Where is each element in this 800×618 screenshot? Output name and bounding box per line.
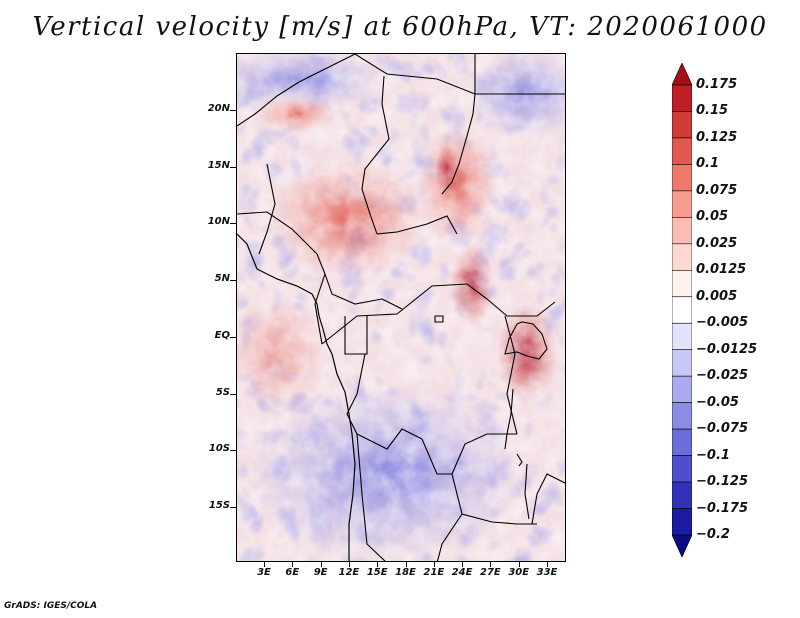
colorbar-label: 0.005 <box>696 288 738 304</box>
colorbar-label: −0.125 <box>696 474 749 490</box>
lon-label: 18E <box>395 567 416 578</box>
lat-tick <box>230 450 236 452</box>
lon-label: 15E <box>366 567 388 578</box>
lon-label: 30E <box>508 567 530 578</box>
lat-label: EQ <box>214 329 230 341</box>
lon-tick <box>433 562 435 567</box>
lon-label: 33E <box>536 567 558 578</box>
grads-credit: GrADS: IGES/COLA <box>4 601 98 611</box>
colorbar-label: 0.1 <box>696 156 720 172</box>
lon-label: 27E <box>480 567 501 578</box>
colorbar-label: −0.1 <box>696 447 730 463</box>
colorbar-swatch <box>672 428 692 456</box>
colorbar-label: 0.075 <box>696 182 738 198</box>
lat-tick <box>230 223 236 225</box>
lon-label: 6E <box>285 567 300 578</box>
lon-tick <box>490 562 492 567</box>
lon-tick <box>320 562 322 567</box>
lat-tick <box>230 393 236 395</box>
lon-tick <box>547 562 548 567</box>
colorbar-label: −0.075 <box>696 421 749 437</box>
lon-tick <box>405 562 407 567</box>
colorbar-swatch <box>672 137 692 165</box>
colorbar-label: 0.0125 <box>696 262 747 278</box>
colorbar-label: −0.175 <box>696 500 749 516</box>
colorbar-swatch <box>672 508 692 536</box>
colorbar-swatch <box>672 111 692 139</box>
colorbar-swatch <box>672 217 692 245</box>
lon-tick <box>292 562 294 567</box>
colorbar-swatch <box>672 534 692 557</box>
lon-tick <box>462 562 464 567</box>
lon-label: 3E <box>257 567 271 578</box>
lon-label: 9E <box>313 567 328 578</box>
lon-label: 24E <box>451 567 473 578</box>
colorbar-label: 0.15 <box>696 103 729 119</box>
lat-label: 5N <box>214 273 230 285</box>
colorbar-swatch <box>672 481 692 509</box>
lon-tick <box>264 562 265 567</box>
lat-tick <box>230 110 236 111</box>
lat-tick <box>230 166 236 168</box>
lat-label: 5S <box>215 386 230 398</box>
colorbar-label: 0.125 <box>696 129 738 145</box>
colorbar <box>672 63 692 557</box>
country-borders <box>237 54 565 561</box>
colorbar-swatch <box>672 455 692 483</box>
lon-label: 12E <box>338 567 360 578</box>
colorbar-label: 0.175 <box>696 77 738 92</box>
colorbar-swatch <box>672 349 692 377</box>
colorbar-label: −0.025 <box>696 368 749 384</box>
lat-label: 10N <box>207 216 230 228</box>
colorbar-swatch <box>672 269 692 298</box>
colorbar-label: −0.0125 <box>696 341 758 357</box>
map-title: Vertical velocity [m/s] at 600hPa, VT: 2… <box>32 12 768 42</box>
lat-tick <box>230 280 236 282</box>
map-canvas <box>237 54 565 561</box>
colorbar-swatch <box>672 243 692 271</box>
colorbar-swatch <box>672 296 692 324</box>
colorbar-label: −0.2 <box>696 527 730 542</box>
colorbar-label: −0.05 <box>696 394 739 410</box>
colorbar-swatch <box>672 84 692 112</box>
lat-label: 15S <box>208 499 230 511</box>
vertical-velocity-map <box>236 53 566 562</box>
lon-label: 21E <box>423 567 445 578</box>
lat-label: 10S <box>208 443 230 455</box>
lon-tick <box>377 562 379 567</box>
colorbar-swatch <box>672 63 692 86</box>
colorbar-label: 0.05 <box>696 209 729 225</box>
lat-label: 15N <box>207 159 230 171</box>
lon-tick <box>518 562 520 567</box>
colorbar-swatch <box>672 322 692 351</box>
lon-tick <box>348 562 350 567</box>
colorbar-label: 0.025 <box>696 235 738 251</box>
coastline <box>237 233 356 561</box>
field-noise <box>237 54 565 561</box>
colorbar-swatch <box>672 190 692 218</box>
lat-label: 20N <box>207 103 230 114</box>
colorbar-label: −0.005 <box>696 315 749 331</box>
lakes <box>434 315 548 520</box>
colorbar-swatch <box>672 402 692 430</box>
lat-tick <box>230 336 236 338</box>
lat-tick <box>230 506 236 508</box>
colorbar-swatch <box>672 164 692 192</box>
colorbar-swatch <box>672 375 692 403</box>
